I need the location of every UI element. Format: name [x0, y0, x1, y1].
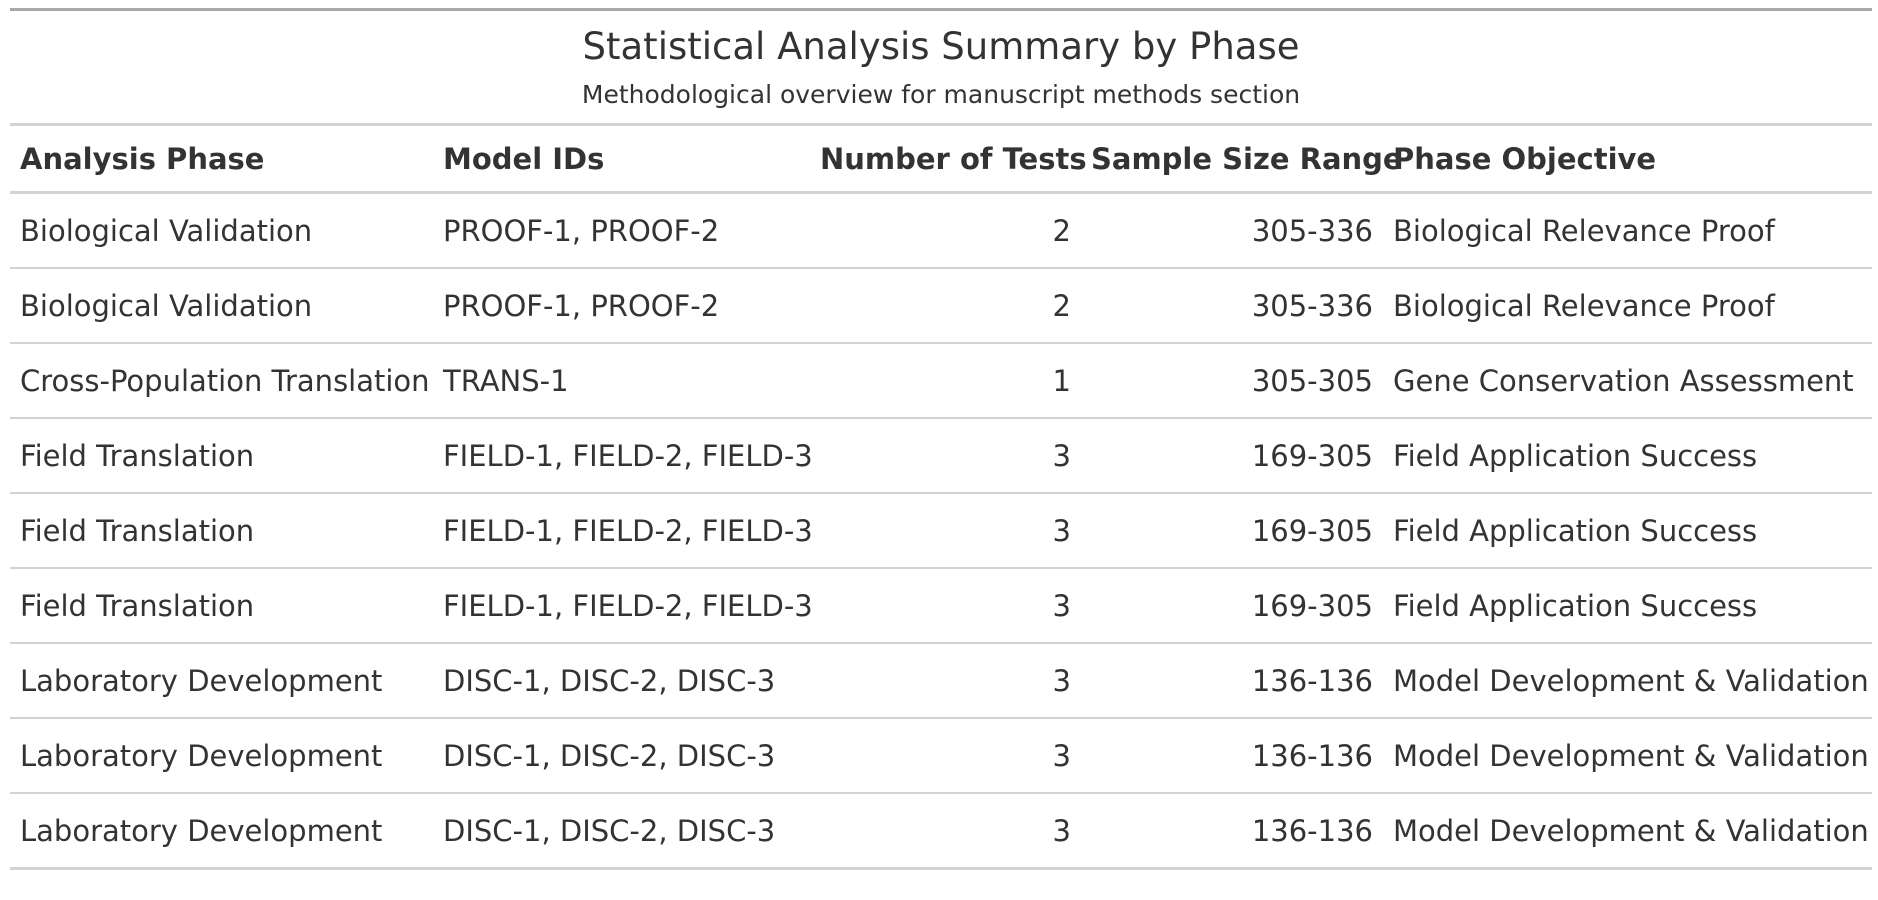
analysis-phase-cell: Laboratory Development [10, 643, 433, 719]
sample-size-range-cell: 136-136 [1081, 793, 1383, 870]
number-of-tests-cell: 3 [810, 643, 1081, 719]
number-of-tests-cell: 3 [810, 793, 1081, 870]
sample-size-range-cell: 169-305 [1081, 568, 1383, 644]
model-ids-cell: DISC-1, DISC-2, DISC-3 [433, 643, 810, 719]
sample-size-range-cell: 305-336 [1081, 268, 1383, 344]
analysis-phase-cell: Laboratory Development [10, 718, 433, 794]
model-ids-cell: TRANS-1 [433, 343, 810, 419]
sample-size-range-cell: 136-136 [1081, 643, 1383, 719]
table-title: Statistical Analysis Summary by Phase [582, 25, 1300, 68]
top-rule [10, 8, 1872, 11]
table-row: Field Translation FIELD-1, FIELD-2, FIELD… [10, 418, 1872, 494]
number-of-tests-cell: 2 [810, 192, 1081, 269]
analysis-phase-cell: Biological Validation [10, 192, 433, 269]
phase-objective-cell: Model Development & Validation [1383, 643, 1872, 719]
analysis-phase-cell: Field Translation [10, 418, 433, 494]
sample-size-range-cell: 169-305 [1081, 418, 1383, 494]
table-row: Laboratory Development DISC-1, DISC-2, DI… [10, 793, 1872, 870]
analysis-phase-cell: Field Translation [10, 568, 433, 644]
table-row: Biological Validation PROOF-1, PROOF-2 2 30… [10, 192, 1872, 269]
phase-objective-cell: Gene Conservation Assessment [1383, 343, 1872, 419]
model-ids-cell: FIELD-1, FIELD-2, FIELD-3 [433, 418, 813, 494]
table-heading: Statistical Analysis Summary by Phase Me… [10, 11, 1872, 111]
sample-size-range-cell: 169-305 [1081, 493, 1383, 569]
phase-objective-cell: Field Application Success [1383, 493, 1872, 569]
model-ids-cell: DISC-1, DISC-2, DISC-3 [433, 718, 810, 794]
phase-objective-cell: Field Application Success [1383, 568, 1872, 644]
table-row: Field Translation FIELD-1, FIELD-2, FIELD… [10, 568, 1872, 644]
summary-table-container: Statistical Analysis Summary by Phase Me… [10, 8, 1872, 870]
phase-objective-cell: Model Development & Validation [1383, 793, 1872, 870]
model-ids-cell: FIELD-1, FIELD-2, FIELD-3 [433, 493, 813, 569]
table-row: Laboratory Development DISC-1, DISC-2, DI… [10, 643, 1872, 719]
analysis-phase-cell: Cross-Population Translation [10, 343, 433, 419]
phase-objective-cell: Biological Relevance Proof [1383, 268, 1872, 344]
column-header-analysis-phase: Analysis Phase [10, 126, 433, 194]
summary-table: Analysis Phase Model IDs Number of Tests… [10, 126, 1872, 870]
analysis-phase-cell: Laboratory Development [10, 793, 433, 870]
number-of-tests-cell: 2 [810, 268, 1081, 344]
analysis-phase-cell: Field Translation [10, 493, 433, 569]
table-row: Biological Validation PROOF-1, PROOF-2 2 30… [10, 268, 1872, 344]
column-header-model-ids: Model IDs [433, 126, 810, 194]
model-ids-cell: PROOF-1, PROOF-2 [433, 268, 810, 344]
header-row: Analysis Phase Model IDs Number of Tests… [10, 126, 1872, 194]
model-ids-cell: DISC-1, DISC-2, DISC-3 [433, 793, 810, 870]
sample-size-range-cell: 305-305 [1081, 343, 1383, 419]
table-subtitle: Methodological overview for manuscript m… [581, 80, 1301, 109]
table-row: Cross-Population Translation TRANS-1 1 305-… [10, 343, 1872, 419]
model-ids-cell: PROOF-1, PROOF-2 [433, 192, 810, 269]
column-header-sample-size-range: Sample Size Range [1081, 126, 1403, 194]
table-row: Field Translation FIELD-1, FIELD-2, FIELD… [10, 493, 1872, 569]
phase-objective-cell: Model Development & Validation [1383, 718, 1872, 794]
column-header-number-of-tests: Number of Tests [810, 126, 1087, 194]
analysis-phase-cell: Biological Validation [10, 268, 433, 344]
sample-size-range-cell: 305-336 [1081, 192, 1383, 269]
number-of-tests-cell: 3 [810, 493, 1081, 569]
number-of-tests-cell: 3 [810, 718, 1081, 794]
phase-objective-cell: Field Application Success [1383, 418, 1872, 494]
number-of-tests-cell: 3 [810, 568, 1081, 644]
number-of-tests-cell: 1 [810, 343, 1081, 419]
table-row: Laboratory Development DISC-1, DISC-2, DI… [10, 718, 1872, 794]
model-ids-cell: FIELD-1, FIELD-2, FIELD-3 [433, 568, 813, 644]
column-header-phase-objective: Phase Objective [1383, 126, 1872, 194]
number-of-tests-cell: 3 [810, 418, 1081, 494]
sample-size-range-cell: 136-136 [1081, 718, 1383, 794]
table-body: Biological Validation PROOF-1, PROOF-2 2 30… [10, 192, 1872, 870]
phase-objective-cell: Biological Relevance Proof [1383, 192, 1872, 269]
heading-rule [10, 123, 1872, 126]
